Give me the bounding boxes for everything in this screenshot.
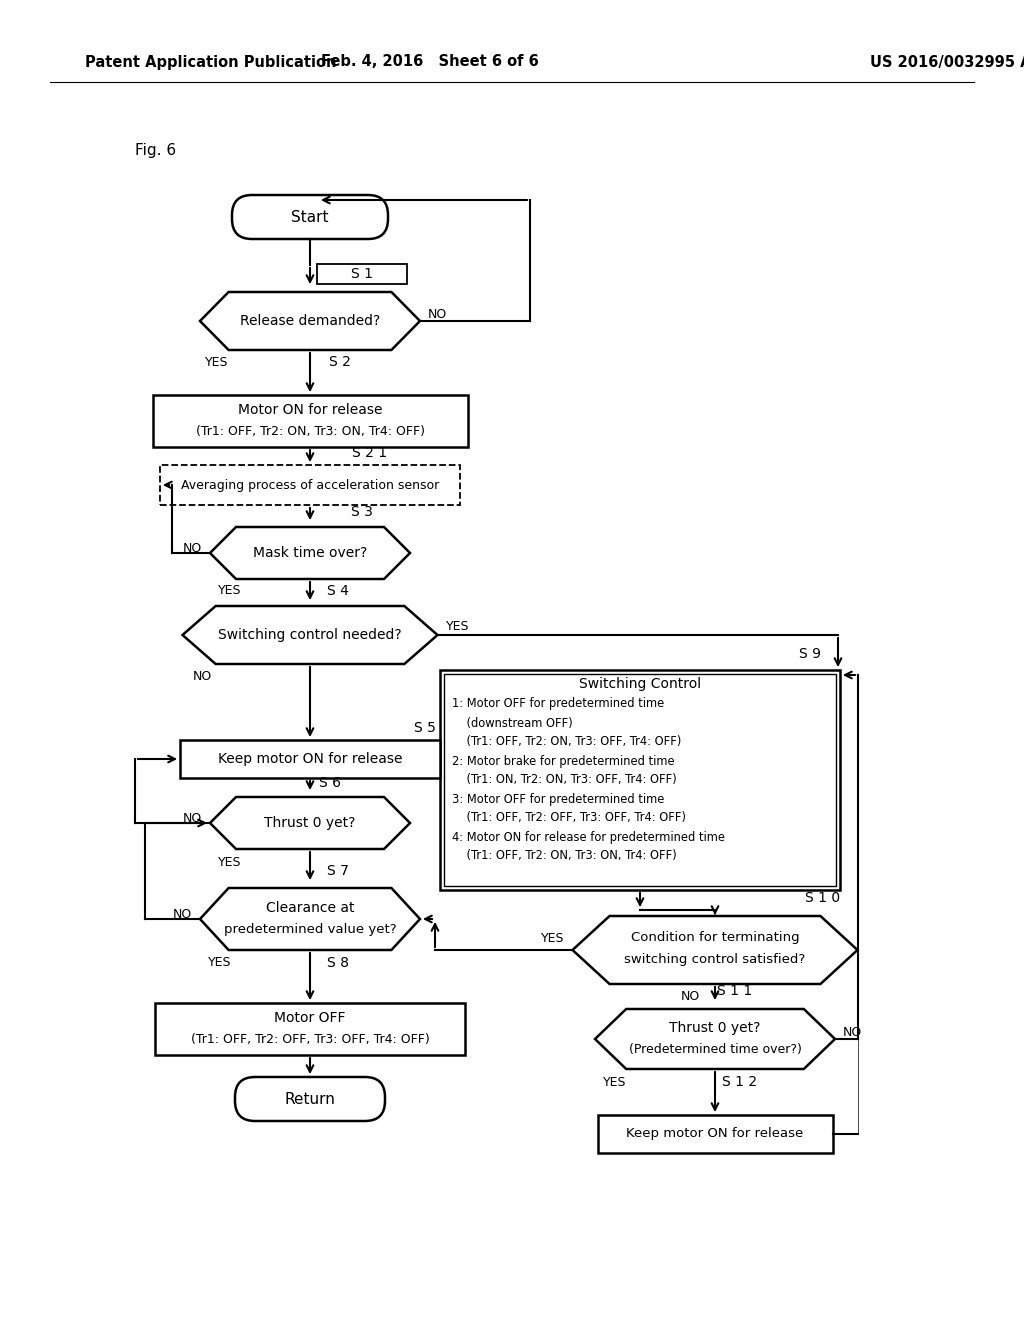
Text: switching control satisfied?: switching control satisfied?: [625, 953, 806, 966]
Text: NO: NO: [681, 990, 700, 1003]
Text: S 6: S 6: [319, 776, 341, 789]
Text: NO: NO: [843, 1027, 862, 1040]
Text: S 3: S 3: [351, 506, 373, 519]
Text: YES: YES: [205, 355, 228, 368]
Text: YES: YES: [218, 855, 242, 869]
Text: (Tr1: OFF, Tr2: ON, Tr3: ON, Tr4: OFF): (Tr1: OFF, Tr2: ON, Tr3: ON, Tr4: OFF): [196, 425, 425, 438]
Bar: [155, 1003, 465, 1055]
Text: 1: Motor OFF for predetermined time: 1: Motor OFF for predetermined time: [452, 697, 665, 710]
Bar: [180, 741, 440, 777]
Bar: [444, 675, 836, 886]
Text: predetermined value yet?: predetermined value yet?: [223, 924, 396, 936]
Text: (Tr1: OFF, Tr2: ON, Tr3: OFF, Tr4: OFF): (Tr1: OFF, Tr2: ON, Tr3: OFF, Tr4: OFF): [452, 735, 681, 748]
Text: Condition for terminating: Condition for terminating: [631, 932, 800, 945]
Polygon shape: [595, 1008, 835, 1069]
Text: S 5: S 5: [414, 721, 436, 735]
Polygon shape: [210, 797, 410, 849]
Text: YES: YES: [218, 585, 242, 598]
Polygon shape: [200, 292, 420, 350]
Text: US 2016/0032995 A1: US 2016/0032995 A1: [870, 54, 1024, 70]
Text: Motor ON for release: Motor ON for release: [238, 403, 382, 417]
Text: Feb. 4, 2016   Sheet 6 of 6: Feb. 4, 2016 Sheet 6 of 6: [322, 54, 539, 70]
Text: Thrust 0 yet?: Thrust 0 yet?: [264, 816, 355, 830]
Text: Averaging process of acceleration sensor: Averaging process of acceleration sensor: [181, 479, 439, 491]
Text: Clearance at: Clearance at: [266, 902, 354, 915]
Text: S 4: S 4: [327, 583, 349, 598]
Text: YES: YES: [603, 1076, 627, 1089]
Polygon shape: [572, 916, 857, 983]
Text: (Tr1: OFF, Tr2: OFF, Tr3: OFF, Tr4: OFF): (Tr1: OFF, Tr2: OFF, Tr3: OFF, Tr4: OFF): [190, 1034, 429, 1047]
Polygon shape: [210, 527, 410, 579]
Text: NO: NO: [182, 543, 202, 556]
Text: Motor OFF: Motor OFF: [274, 1011, 346, 1026]
Text: Keep motor ON for release: Keep motor ON for release: [627, 1127, 804, 1140]
Bar: [440, 671, 840, 890]
Text: (Tr1: ON, Tr2: ON, Tr3: OFF, Tr4: OFF): (Tr1: ON, Tr2: ON, Tr3: OFF, Tr4: OFF): [452, 774, 677, 787]
Text: Keep motor ON for release: Keep motor ON for release: [218, 752, 402, 766]
Text: (Predetermined time over?): (Predetermined time over?): [629, 1044, 802, 1056]
FancyBboxPatch shape: [232, 195, 388, 239]
Text: (Tr1: OFF, Tr2: ON, Tr3: ON, Tr4: OFF): (Tr1: OFF, Tr2: ON, Tr3: ON, Tr4: OFF): [452, 850, 677, 862]
Text: Return: Return: [285, 1092, 336, 1106]
Bar: [317, 264, 407, 284]
Text: S 8: S 8: [327, 956, 349, 970]
Text: Thrust 0 yet?: Thrust 0 yet?: [670, 1020, 761, 1035]
Text: NO: NO: [173, 908, 193, 920]
Text: Switching control needed?: Switching control needed?: [218, 628, 401, 642]
Polygon shape: [182, 606, 437, 664]
Text: S 7: S 7: [327, 865, 349, 878]
Text: NO: NO: [428, 309, 447, 322]
Text: S 1 0: S 1 0: [805, 891, 840, 906]
FancyBboxPatch shape: [234, 1077, 385, 1121]
Text: 4: Motor ON for release for predetermined time: 4: Motor ON for release for predetermine…: [452, 830, 725, 843]
Text: (Tr1: OFF, Tr2: OFF, Tr3: OFF, Tr4: OFF): (Tr1: OFF, Tr2: OFF, Tr3: OFF, Tr4: OFF): [452, 812, 686, 825]
Text: Fig. 6: Fig. 6: [135, 143, 176, 157]
Text: Start: Start: [291, 210, 329, 224]
Bar: [160, 465, 460, 506]
Text: NO: NO: [182, 812, 202, 825]
Text: S 2: S 2: [329, 355, 351, 370]
Text: S 1 1: S 1 1: [718, 983, 753, 998]
Text: Patent Application Publication: Patent Application Publication: [85, 54, 337, 70]
Text: S 1 2: S 1 2: [723, 1074, 758, 1089]
Text: S 1: S 1: [351, 267, 373, 281]
Text: YES: YES: [541, 932, 564, 945]
Text: (downstream OFF): (downstream OFF): [452, 717, 572, 730]
Text: NO: NO: [193, 671, 212, 684]
Text: Switching Control: Switching Control: [579, 677, 701, 690]
Text: YES: YES: [208, 957, 231, 969]
Text: 2: Motor brake for predetermined time: 2: Motor brake for predetermined time: [452, 755, 675, 767]
Text: Release demanded?: Release demanded?: [240, 314, 380, 327]
Text: S 2 1: S 2 1: [352, 446, 387, 459]
Text: S 9: S 9: [799, 647, 821, 661]
Text: Mask time over?: Mask time over?: [253, 546, 368, 560]
Bar: [597, 1115, 833, 1152]
Bar: [153, 395, 468, 447]
Polygon shape: [200, 888, 420, 950]
Text: YES: YES: [445, 620, 469, 634]
Text: 3: Motor OFF for predetermined time: 3: Motor OFF for predetermined time: [452, 792, 665, 805]
